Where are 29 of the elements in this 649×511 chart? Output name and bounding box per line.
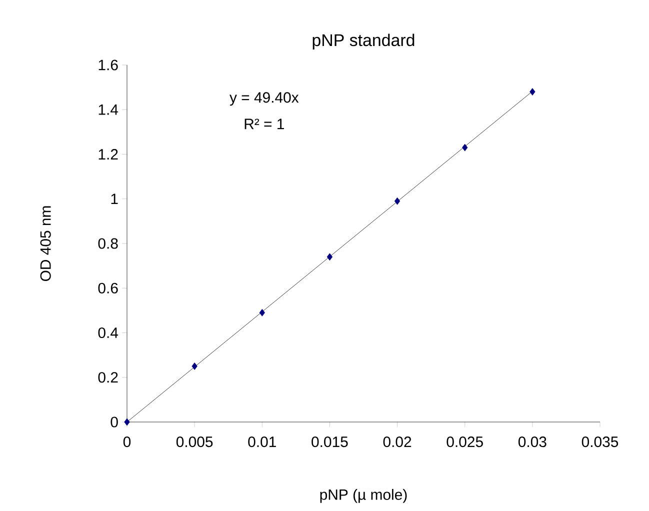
point [530,88,536,96]
x-tick-label: 0.035 [582,436,618,448]
x-tick-label: 0 [123,436,131,448]
x-axis-title: pNP (µ mole) [320,488,407,503]
x-tick-label: 0.03 [518,436,546,448]
x-tick-label: 0.005 [176,436,213,448]
y-axis-title: OD 405 nm [40,206,51,282]
y-tick-label: 1.6 [98,60,118,70]
y-tick-label: 1.2 [98,149,118,160]
y-tick-label: 0.6 [98,282,118,294]
y-tick-label: 0 [110,416,118,428]
x-tick-label: 0.025 [446,436,483,448]
point [259,308,265,316]
point [124,418,130,426]
y-tick-label: 0.8 [98,238,118,249]
chart-title: pNP standard [312,34,414,50]
x-tick-label: 0.01 [248,436,276,448]
y-tick-label: 0.4 [98,327,118,338]
annotation: y = 49.40x [230,92,299,106]
y-tick-label: 1.4 [98,104,118,115]
x-tick-label: 0.015 [312,436,348,448]
y-tick-label: 1 [111,194,118,204]
y-tick-label: 0.2 [98,372,118,383]
x-tick-label: 0.02 [383,436,412,448]
point [394,197,400,205]
point [326,253,333,261]
annotation: R² = 1 [244,118,284,130]
point [192,362,198,370]
point [462,144,468,152]
